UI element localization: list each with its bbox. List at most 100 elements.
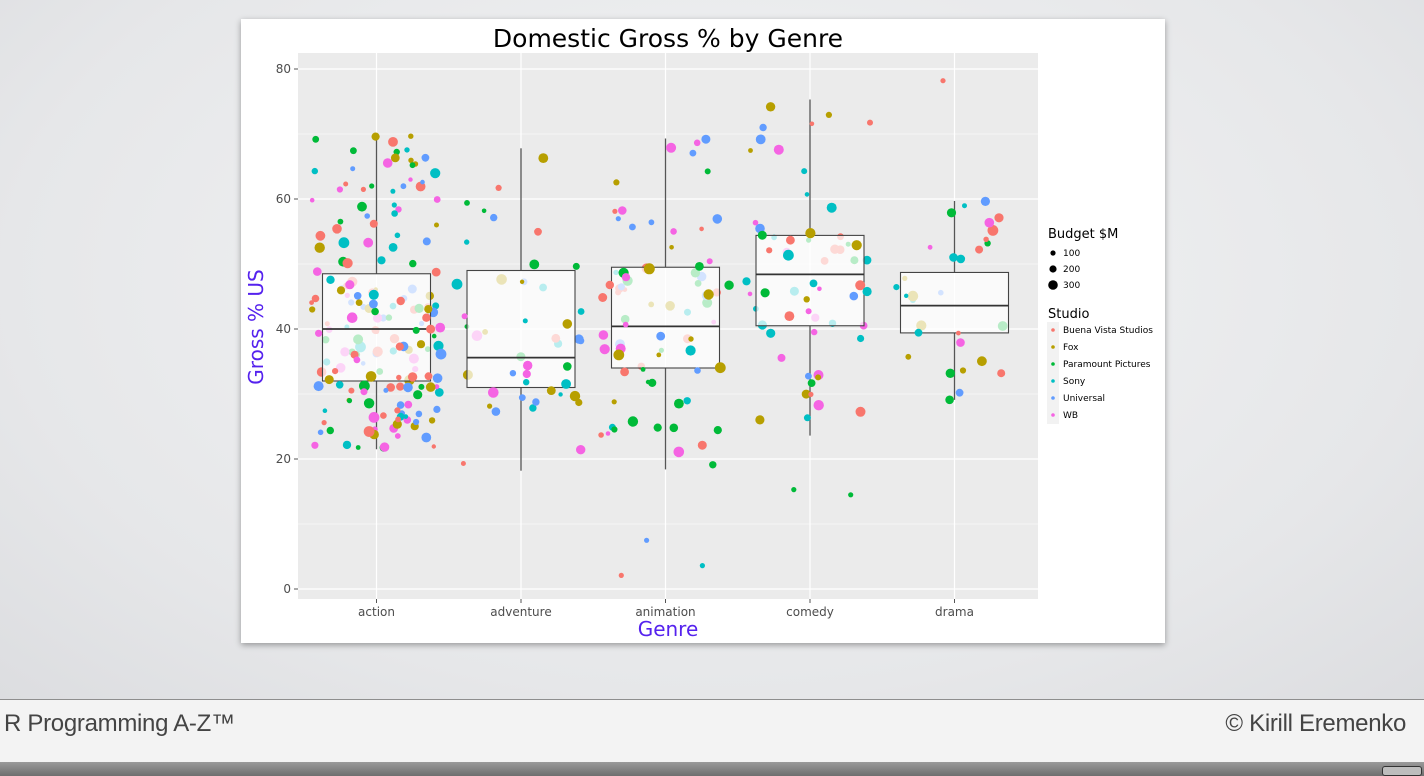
scroll-handle[interactable] [1382, 766, 1422, 776]
data-point [424, 372, 433, 381]
data-point [825, 111, 833, 118]
data-point [599, 344, 610, 355]
data-point [904, 293, 909, 298]
data-point [395, 416, 401, 423]
data-point [980, 196, 991, 206]
data-point [395, 206, 402, 213]
data-point [611, 426, 618, 433]
data-point [683, 397, 691, 405]
outlier-point [791, 487, 797, 493]
data-point [487, 403, 493, 409]
data-point [408, 177, 413, 182]
data-point [345, 280, 355, 290]
data-point [558, 392, 563, 397]
data-point [403, 382, 413, 393]
color-legend-label: Buena Vista Studios [1063, 326, 1153, 336]
box [899, 271, 1010, 334]
data-point [369, 219, 378, 228]
data-point [752, 219, 759, 226]
data-point [416, 340, 426, 349]
data-point [984, 217, 995, 228]
data-point [428, 417, 436, 424]
data-point [426, 324, 436, 334]
data-point [532, 398, 540, 406]
data-point [703, 289, 714, 300]
data-point [353, 292, 362, 300]
data-point [757, 230, 767, 240]
data-point [862, 286, 872, 297]
data-point [396, 382, 405, 391]
data-point [742, 277, 751, 286]
data-point [434, 222, 439, 228]
data-point [312, 135, 320, 143]
data-point [914, 328, 923, 337]
data-point [956, 338, 965, 347]
data-point [371, 132, 380, 141]
data-point [653, 423, 662, 432]
data-point [562, 319, 573, 329]
data-point [431, 333, 437, 339]
data-point [390, 188, 396, 194]
outlier-point [644, 537, 650, 543]
color-legend-label: WB [1063, 411, 1078, 421]
data-point [350, 166, 356, 172]
data-point [394, 407, 401, 414]
data-point [355, 299, 363, 306]
data-point [322, 408, 328, 414]
data-point [955, 388, 964, 397]
data-point [360, 388, 368, 396]
data-point [433, 405, 441, 413]
data-point [336, 286, 346, 295]
data-point [945, 395, 954, 405]
data-point [994, 213, 1004, 223]
data-point [959, 367, 967, 374]
data-point [803, 414, 811, 422]
data-point [648, 219, 655, 226]
y-tick-label: 80 [276, 62, 291, 76]
data-point [808, 391, 814, 397]
y-axis-title: Gross % US [244, 269, 268, 384]
data-point [656, 352, 662, 358]
data-point [434, 388, 444, 397]
data-point [421, 432, 432, 443]
data-point [766, 247, 773, 254]
data-point [353, 356, 361, 364]
box [610, 266, 721, 369]
size-legend-title: Budget $M [1048, 227, 1118, 242]
chart-title: Domestic Gross % by Genre [493, 24, 843, 53]
data-point [409, 259, 417, 268]
data-point [403, 414, 409, 419]
data-point [433, 340, 444, 351]
data-point [315, 329, 323, 337]
color-legend-key [1051, 345, 1055, 349]
data-point [421, 153, 430, 162]
data-point [815, 374, 822, 381]
data-point [670, 228, 677, 235]
color-legend-key [1051, 413, 1055, 417]
data-point [648, 378, 657, 387]
data-point [674, 398, 684, 409]
data-point [627, 416, 639, 427]
data-point [704, 168, 711, 175]
course-title: R Programming A-Z™ [4, 710, 235, 737]
color-legend-label: Sony [1063, 377, 1086, 387]
data-point [491, 407, 501, 416]
data-point [777, 353, 786, 362]
data-point [620, 367, 629, 377]
data-point [946, 208, 957, 218]
data-point [394, 433, 401, 439]
data-point [396, 401, 405, 409]
data-point [945, 368, 955, 378]
data-point [309, 197, 315, 203]
data-point [809, 121, 815, 127]
data-point [613, 349, 625, 361]
data-point [759, 123, 767, 132]
color-legend-title: Studio [1048, 307, 1089, 322]
x-tick-label: comedy [786, 605, 834, 619]
data-point [622, 321, 629, 328]
data-point [666, 142, 677, 153]
data-point [689, 149, 697, 157]
data-point [342, 258, 353, 269]
data-point [956, 254, 966, 264]
data-point [613, 179, 620, 186]
